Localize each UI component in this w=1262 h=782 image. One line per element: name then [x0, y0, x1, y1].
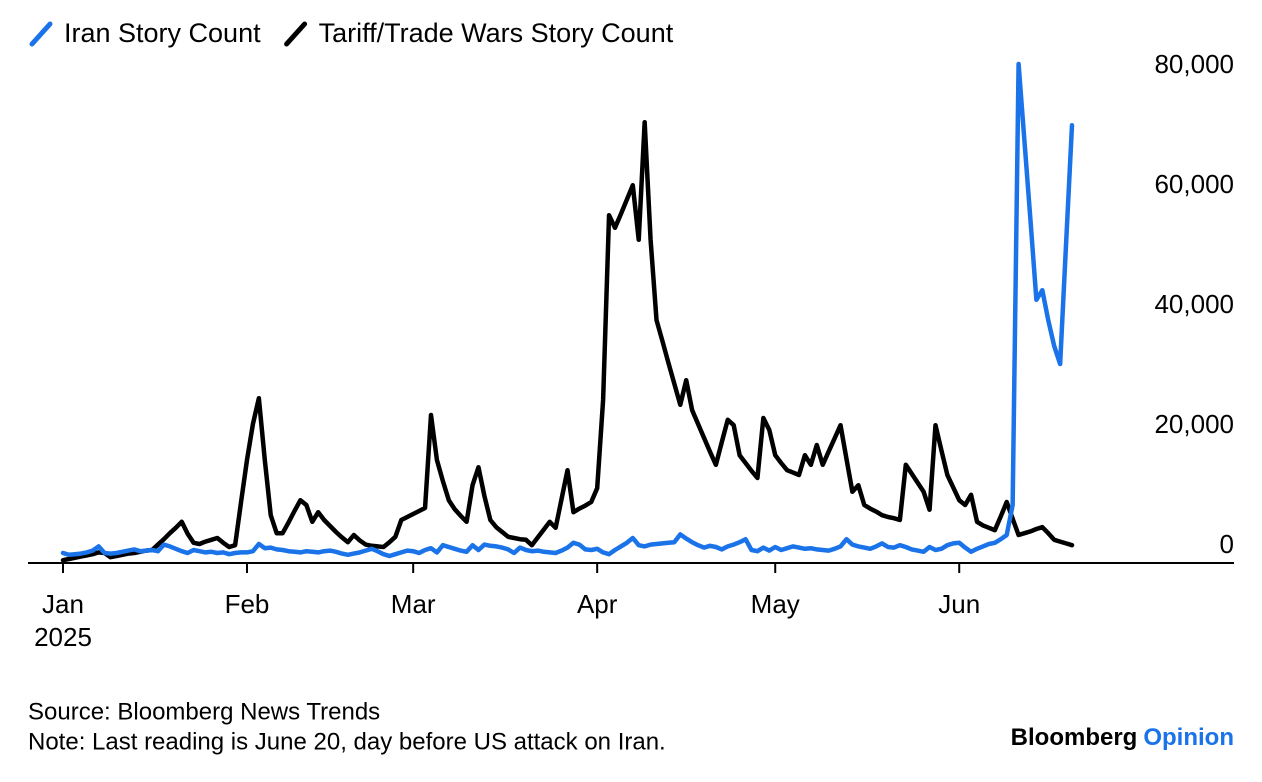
- note: Note: Last reading is June 20, day befor…: [28, 728, 666, 755]
- y-tick-label: 60,000: [1154, 169, 1234, 199]
- legend-swatch: [284, 21, 308, 47]
- y-tick-label: 20,000: [1154, 409, 1234, 439]
- x-tick-label: May: [751, 589, 800, 619]
- legend-label: Iran Story Count: [64, 18, 261, 48]
- x-tick-label: Apr: [577, 589, 618, 619]
- y-tick-label: 40,000: [1154, 289, 1234, 319]
- x-year-label: 2025: [34, 622, 92, 652]
- branding: Bloomberg Opinion: [1011, 724, 1234, 751]
- x-tick-label: Jan: [42, 589, 84, 619]
- legend-label: Tariff/Trade Wars Story Count: [319, 18, 674, 48]
- y-tick-label: 0: [1220, 529, 1234, 559]
- legend-swatch: [29, 21, 53, 47]
- x-tick-label: Mar: [391, 589, 436, 619]
- source: Source: Bloomberg News Trends: [28, 698, 380, 725]
- series-line: [60, 119, 1075, 563]
- x-tick-label: Jun: [938, 589, 980, 619]
- y-tick-label: 80,000: [1154, 49, 1234, 79]
- branding-main: Bloomberg: [1011, 724, 1138, 751]
- x-tick-label: Feb: [225, 589, 270, 619]
- branding-sub: Opinion: [1143, 724, 1234, 751]
- series-line: [60, 61, 1075, 559]
